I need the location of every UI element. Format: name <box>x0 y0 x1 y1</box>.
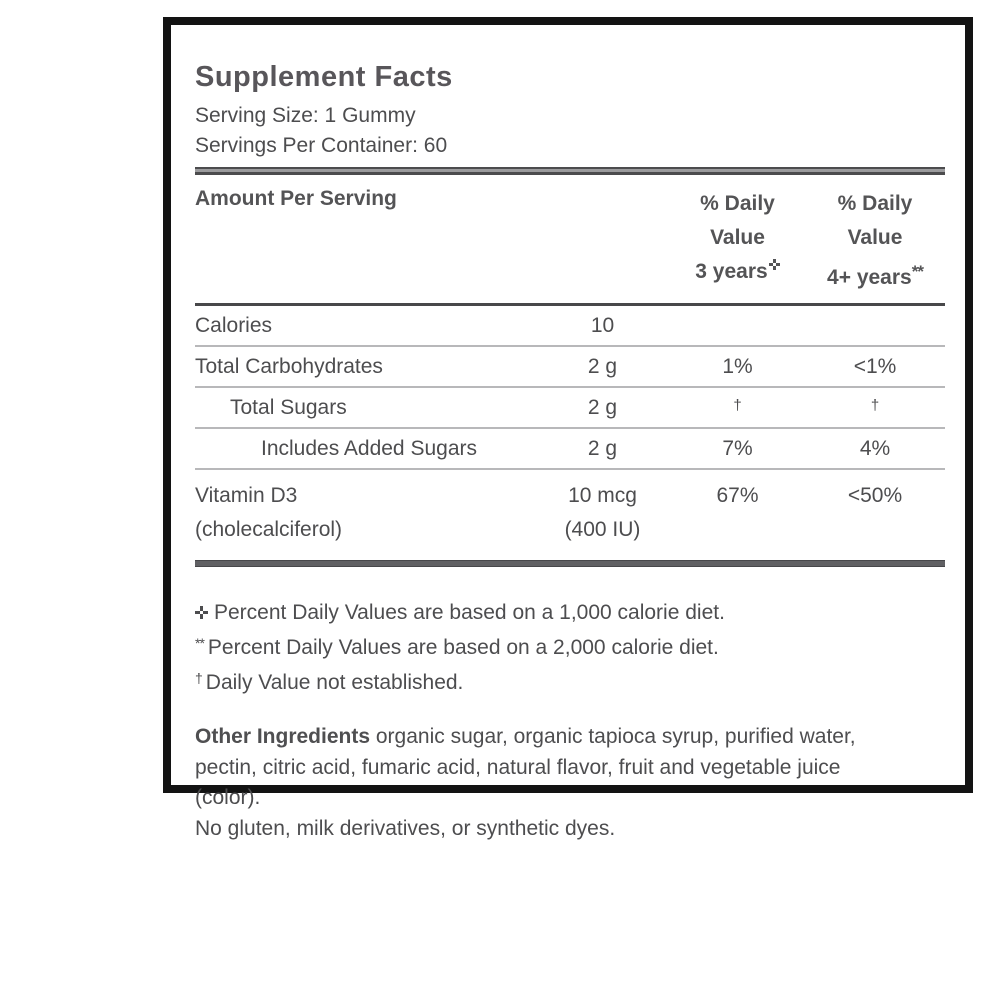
dagger-marker: † <box>195 670 203 686</box>
table-row-calories: Calories 10 <box>195 306 945 347</box>
footnote-1000-calorie: Percent Daily Values are based on a 1,00… <box>195 597 945 628</box>
other-ingredients-label: Other Ingredients <box>195 725 371 748</box>
nutrient-name: Calories <box>195 313 273 337</box>
panel-title: Supplement Facts <box>195 61 453 93</box>
dagger-marker: † <box>870 396 880 414</box>
nutrient-dv3: 67% <box>716 484 759 507</box>
nutrient-name-sub: (cholecalciferol) <box>195 518 343 541</box>
open-cross-icon <box>768 259 780 270</box>
table-row-includes-added-sugars: Includes Added Sugars 2 g 7% 4% <box>195 429 945 470</box>
header-double-rule <box>195 167 945 175</box>
nutrient-amount: 2 g <box>587 354 618 378</box>
dv4-header-line2: Value <box>847 226 903 249</box>
nutrient-dv4: 4% <box>859 436 891 460</box>
double-asterisk-marker: ** <box>911 262 924 281</box>
dv3-header-line1: % Daily <box>700 192 775 215</box>
nutrient-amount: 10 mcg (400 IU) <box>535 479 670 547</box>
double-asterisk-marker: ** <box>195 635 205 651</box>
nutrient-dv4: <1% <box>853 354 897 378</box>
servings-per-container: Servings Per Container: 60 <box>195 134 448 157</box>
daily-value-4plus-years-header: % Daily Value 4+ years** <box>805 187 945 295</box>
nutrient-amount: 2 g <box>587 436 618 460</box>
dv3-header-line3: 3 years <box>670 255 805 289</box>
panel-content: Supplement Facts Serving Size: 1 Gummy S… <box>171 25 965 844</box>
footer-thick-rule <box>195 560 945 567</box>
nutrient-name: Vitamin D3 (cholecalciferol) <box>195 479 535 547</box>
other-ingredients-paragraph: Other Ingredients organic sugar, organic… <box>195 722 885 814</box>
table-header-row: Amount Per Serving % Daily Value 3 years… <box>195 187 945 306</box>
other-ingredients-text: organic sugar, organic tapioca syrup, pu… <box>195 725 856 809</box>
dv3-header-line2: Value <box>710 226 765 249</box>
amount-column-spacer <box>535 187 670 295</box>
dv4-header-line3: 4+ years** <box>827 262 924 289</box>
nutrient-dv3: 1% <box>722 354 753 378</box>
nutrient-name: Total Carbohydrates <box>195 354 383 378</box>
nutrient-dv4: <50% <box>847 484 903 507</box>
nutrient-amount: 10 <box>590 313 615 337</box>
free-of-statement: No gluten, milk derivatives, or syntheti… <box>195 816 616 840</box>
footnote-2000-calorie: ** Percent Daily Values are based on a 2,… <box>195 635 719 659</box>
table-row-total-carbohydrates: Total Carbohydrates 2 g 1% <1% <box>195 347 945 388</box>
amount-per-serving-header: Amount Per Serving <box>195 187 397 210</box>
daily-value-3years-header: % Daily Value 3 years <box>670 187 805 295</box>
serving-size: Serving Size: 1 Gummy <box>195 104 416 127</box>
serving-info: Serving Size: 1 Gummy Servings Per Conta… <box>195 101 945 161</box>
table-row-vitamin-d3: Vitamin D3 (cholecalciferol) 10 mcg (400… <box>195 470 945 554</box>
nutrient-name: Includes Added Sugars <box>261 436 477 460</box>
dv4-header-line1: % Daily <box>837 192 913 215</box>
nutrient-amount: 2 g <box>587 395 618 419</box>
footnotes-block: Percent Daily Values are based on a 1,00… <box>195 597 945 698</box>
open-cross-icon <box>195 606 208 619</box>
nutrient-name: Total Sugars <box>230 395 347 419</box>
nutrient-amount-sub: (400 IU) <box>564 518 641 541</box>
nutrient-dv3: 7% <box>722 436 753 460</box>
dagger-marker: † <box>733 396 742 414</box>
table-row-total-sugars: Total Sugars 2 g † † <box>195 388 945 429</box>
supplement-facts-panel: Supplement Facts Serving Size: 1 Gummy S… <box>163 17 973 840</box>
footnote-dv-not-established: † Daily Value not established. <box>195 670 464 694</box>
